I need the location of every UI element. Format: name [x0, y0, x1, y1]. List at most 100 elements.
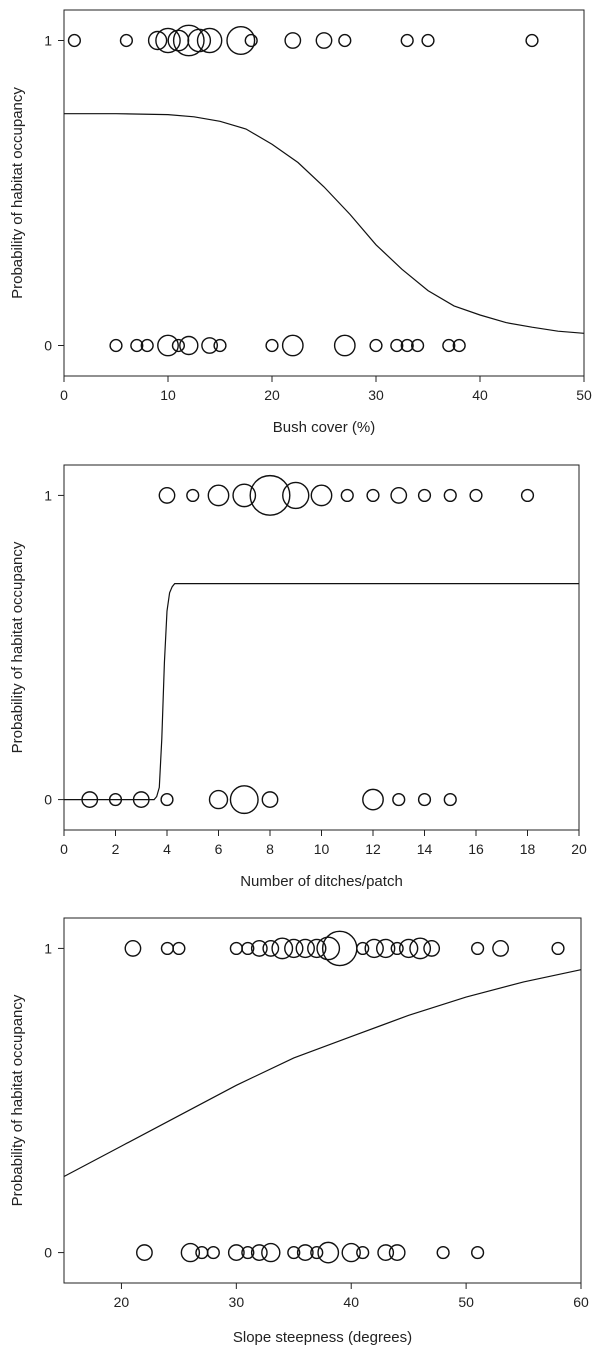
data-bubble — [226, 26, 256, 56]
data-bubble — [261, 1242, 281, 1263]
x-tick-label: 10 — [160, 387, 176, 403]
data-bubble — [172, 24, 205, 57]
data-bubble — [271, 937, 294, 960]
y-axis-title: Probability of habitat occupancy — [9, 541, 26, 753]
data-bubble — [411, 338, 425, 353]
data-bubble — [390, 487, 408, 504]
data-bubble — [317, 1241, 340, 1264]
data-bubble — [369, 338, 383, 353]
x-tick-label: 0 — [60, 387, 68, 403]
data-bubble — [356, 1245, 370, 1260]
fitted-curve — [64, 113, 585, 334]
data-bubble — [186, 488, 200, 503]
x-tick-label: 50 — [458, 1294, 474, 1310]
x-tick-label: 2 — [112, 841, 120, 857]
x-axis-title: Number of ditches/patch — [240, 873, 403, 890]
data-bubble — [375, 938, 396, 959]
data-bubble — [244, 33, 258, 48]
data-bubble — [443, 792, 457, 807]
fitted-curve — [64, 583, 579, 801]
data-bubble — [282, 481, 310, 510]
data-bubble — [442, 338, 456, 353]
data-bubble — [284, 32, 302, 49]
data-bubble — [160, 941, 175, 956]
data-bubble — [250, 1244, 268, 1261]
data-bubble — [155, 27, 181, 54]
y-tick-label: 0 — [44, 1245, 52, 1261]
fitted-curve — [63, 969, 582, 1178]
x-tick-label: 50 — [576, 387, 592, 403]
data-bubble — [157, 334, 179, 357]
y-axis-title: Probability of habitat occupancy — [9, 994, 26, 1206]
x-tick-label: 40 — [343, 1294, 359, 1310]
data-bubble — [366, 488, 380, 503]
plot-frame — [63, 9, 585, 377]
x-tick-label: 12 — [365, 841, 381, 857]
y-tick-label: 1 — [44, 940, 52, 956]
data-bubble — [158, 487, 176, 504]
data-bubble — [525, 33, 539, 48]
data-bubble — [520, 488, 535, 503]
data-bubble — [241, 941, 255, 956]
x-tick-label: 0 — [60, 841, 68, 857]
data-bubble — [229, 785, 259, 815]
data-bubble — [362, 788, 384, 811]
plot-frame — [63, 464, 580, 831]
data-bubble — [316, 936, 341, 961]
data-bubble — [109, 338, 123, 353]
x-tick-label: 40 — [472, 387, 488, 403]
data-bubble — [436, 1245, 450, 1260]
y-tick-label: 1 — [44, 33, 52, 49]
data-bubble — [452, 338, 466, 353]
data-bubble — [340, 488, 354, 503]
data-bubble — [398, 938, 419, 959]
slope-chart: 20 30 40 50 60 0 1 Slope steepness (degrees) Pro… — [9, 917, 589, 1345]
data-bubble — [119, 33, 134, 48]
data-bubble — [471, 1245, 485, 1260]
data-bubble — [390, 941, 404, 956]
data-bubble — [81, 791, 99, 808]
data-bubble — [108, 792, 123, 807]
x-tick-label: 18 — [520, 841, 536, 857]
data-bubble — [187, 28, 212, 53]
data-bubble — [341, 1242, 361, 1263]
data-bubble — [421, 33, 435, 48]
data-bubble — [124, 940, 142, 957]
data-bubble — [201, 337, 219, 354]
data-bubble — [310, 1245, 324, 1260]
x-axis-title: Slope steepness (degrees) — [233, 1329, 412, 1345]
data-bubble — [364, 938, 384, 959]
data-bubble — [333, 334, 356, 357]
data-bubble — [213, 338, 227, 353]
data-bubble — [307, 938, 327, 959]
data-bubble — [281, 334, 304, 357]
data-bubble — [400, 338, 414, 353]
data-bubble — [492, 940, 509, 957]
data-bubble — [356, 941, 370, 956]
data-bubble — [471, 941, 485, 956]
data-bubble — [232, 483, 257, 508]
data-bubble — [160, 792, 174, 807]
x-tick-label: 8 — [266, 841, 274, 857]
x-tick-label: 16 — [468, 841, 484, 857]
data-bubble — [262, 940, 280, 957]
data-bubble — [147, 30, 168, 51]
data-bubble — [171, 338, 186, 353]
plot-frame — [63, 917, 582, 1284]
data-bubble — [67, 33, 82, 48]
y-tick-label: 0 — [44, 792, 52, 808]
data-bubble — [140, 338, 154, 353]
x-tick-label: 6 — [215, 841, 223, 857]
x-tick-label: 20 — [571, 841, 587, 857]
data-bubble — [295, 938, 315, 959]
data-bubble — [132, 791, 150, 808]
data-bubble — [296, 1244, 314, 1261]
data-bubble — [315, 32, 333, 49]
data-bubble — [179, 335, 199, 356]
data-bubble — [284, 938, 304, 959]
data-bubble — [136, 1244, 153, 1261]
x-tick-label: 30 — [368, 387, 384, 403]
x-axis-title: Bush cover (%) — [273, 419, 376, 436]
data-bubble — [417, 792, 432, 807]
